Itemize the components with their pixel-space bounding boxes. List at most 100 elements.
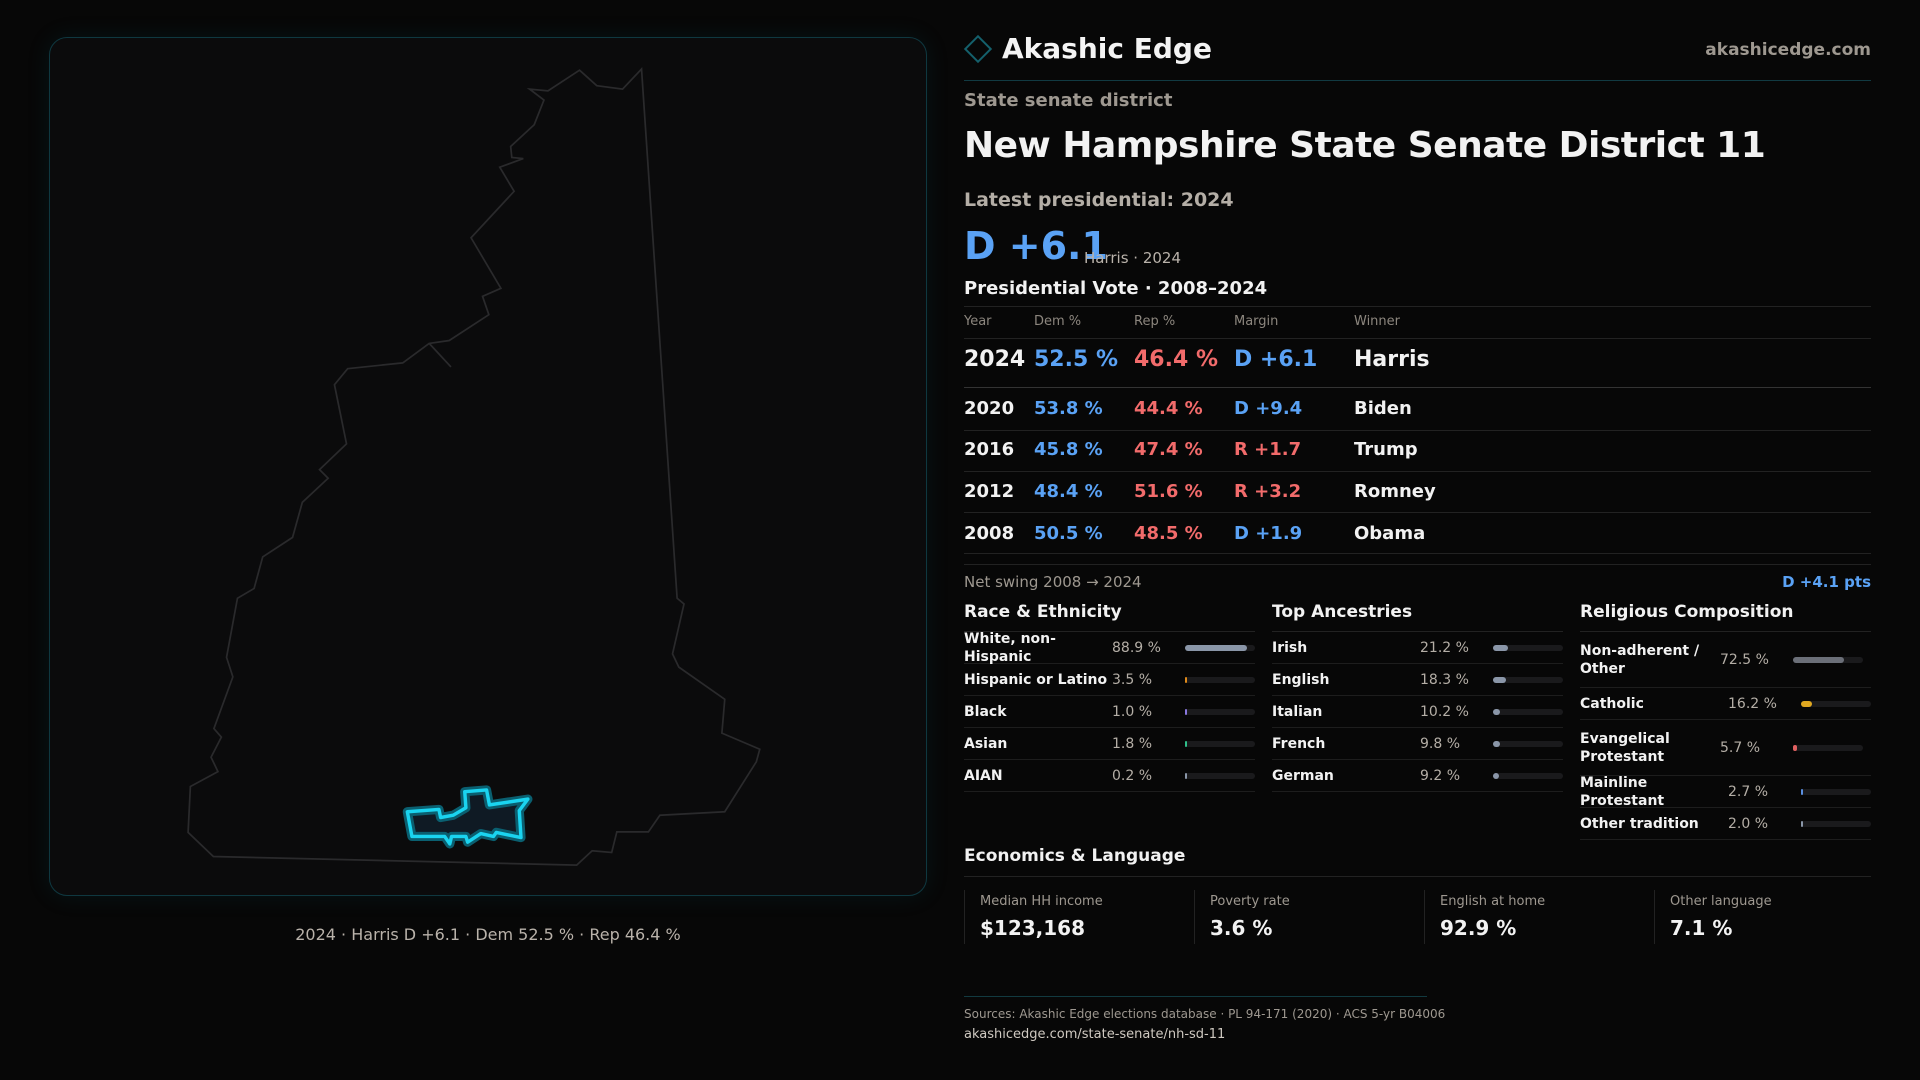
bar-track [1185,644,1255,651]
page-url[interactable]: akashicedge.com/state-senate/nh-sd-11 [964,1027,1226,1042]
bar-track [1801,700,1871,707]
site-link[interactable]: akashicedge.com [1705,40,1871,60]
bar-fill [1801,788,1803,795]
bar-track [1793,744,1863,751]
cell-margin: R +1.7 [1234,439,1302,460]
bar-track [1493,676,1563,683]
bar-track [1801,820,1871,827]
stat-value: 92.9 % [1440,916,1517,940]
demographic-row: AIAN 0.2 % [964,760,1255,792]
bar-track [1793,656,1863,663]
row-value: 1.8 % [1112,735,1153,752]
section-title: Race & Ethnicity [964,602,1255,632]
stat-value: 3.6 % [1210,916,1273,940]
row-value: 3.5 % [1112,671,1153,688]
cell-year: 2008 [964,523,1015,544]
divider [964,876,1871,877]
bar-fill [1185,676,1188,683]
margin-value: D +6.1 [964,224,1108,268]
column-header: Rep % [1134,314,1176,329]
row-value: 2.0 % [1728,815,1769,832]
demographic-row: Mainline Protestant 2.7 % [1580,774,1871,809]
bar-track [1185,740,1255,747]
row-label: French [1272,735,1326,752]
bar-fill [1185,644,1248,651]
swing-label: Net swing 2008 → 2024 [964,573,1142,591]
district-outline [405,788,530,846]
divider [964,564,1871,565]
column-header: Winner [1354,314,1401,329]
divider [964,553,1871,554]
diamond-icon [963,34,993,63]
cell-winner: Trump [1354,439,1418,460]
cell-margin: D +1.9 [1234,523,1303,544]
bar-track [1493,740,1563,747]
economics-title: Economics & Language [964,846,1186,866]
latest-label: Latest presidential: 2024 [964,189,1234,211]
bar-track [1493,644,1563,651]
bar-fill [1801,820,1803,827]
row-value: 21.2 % [1420,639,1469,656]
row-value: 0.2 % [1112,767,1153,784]
brand[interactable]: Akashic Edge [963,32,1212,65]
demographic-row: French 9.8 % [1272,728,1563,760]
cell-rep: 51.6 % [1134,481,1203,502]
bar-fill [1793,744,1797,751]
row-value: 1.0 % [1112,703,1153,720]
sources: Sources: Akashic Edge elections database… [964,1007,1446,1021]
row-label: Asian [964,735,1008,752]
demographic-row: White, non-Hispanic 88.9 % [964,630,1255,665]
district-map[interactable] [40,30,940,930]
stat-value: 7.1 % [1670,916,1733,940]
row-label: Irish [1272,639,1308,656]
county-line [428,342,452,368]
row-value: 88.9 % [1112,639,1161,656]
divider [964,80,1871,81]
row-label: Black [964,703,1007,720]
row-label: Other tradition [1580,815,1699,832]
cell-margin: R +3.2 [1234,481,1302,502]
bar-fill [1185,740,1187,747]
row-value: 18.3 % [1420,671,1469,688]
cell-dem: 50.5 % [1034,523,1103,544]
bar-fill [1801,700,1813,707]
demographic-section: Race & Ethnicity White, non-Hispanic 88.9 … [964,602,1255,792]
cell-winner: Biden [1354,398,1412,419]
bar-track [1185,772,1255,779]
bar-fill [1493,740,1500,747]
info-panel: Akashic Edge akashicedge.com State senat… [963,0,1904,1080]
cell-winner: Harris [1354,347,1430,372]
divider [964,338,1871,339]
cell-year: 2012 [964,481,1015,502]
map-panel [49,37,927,896]
divider [964,306,1871,307]
row-label: Hispanic or Latino [964,671,1108,688]
cell-dem: 53.8 % [1034,398,1103,419]
divider [964,471,1871,472]
demographic-row: Irish 21.2 % [1272,632,1563,664]
presidential-title: Presidential Vote · 2008–2024 [964,278,1268,299]
state-outline [187,67,761,867]
stat-card: Poverty rate 3.6 % [1194,890,1420,944]
cell-dem: 48.4 % [1034,481,1103,502]
row-value: 72.5 % [1720,651,1769,668]
stat-card: English at home 92.9 % [1424,890,1650,944]
stat-label: Median HH income [980,894,1103,909]
cell-winner: Obama [1354,523,1426,544]
stat-label: Other language [1670,894,1772,909]
demographic-row: Evangelical Protestant 5.7 % [1580,720,1871,776]
cell-margin: D +6.1 [1234,347,1318,372]
cell-dem: 52.5 % [1034,347,1118,372]
row-value: 9.8 % [1420,735,1461,752]
cell-rep: 48.5 % [1134,523,1203,544]
divider [964,512,1871,513]
row-label: AIAN [964,767,1003,784]
cell-winner: Romney [1354,481,1436,502]
row-label: White, non-Hispanic [964,630,1056,665]
row-label: Mainline Protestant [1580,774,1665,809]
demographic-row: Italian 10.2 % [1272,696,1563,728]
demographic-row: Black 1.0 % [964,696,1255,728]
demographic-section: Top Ancestries Irish 21.2 % English 18.3 % It… [1272,602,1563,792]
cell-year: 2020 [964,398,1015,419]
brand-name: Akashic Edge [1002,32,1212,65]
